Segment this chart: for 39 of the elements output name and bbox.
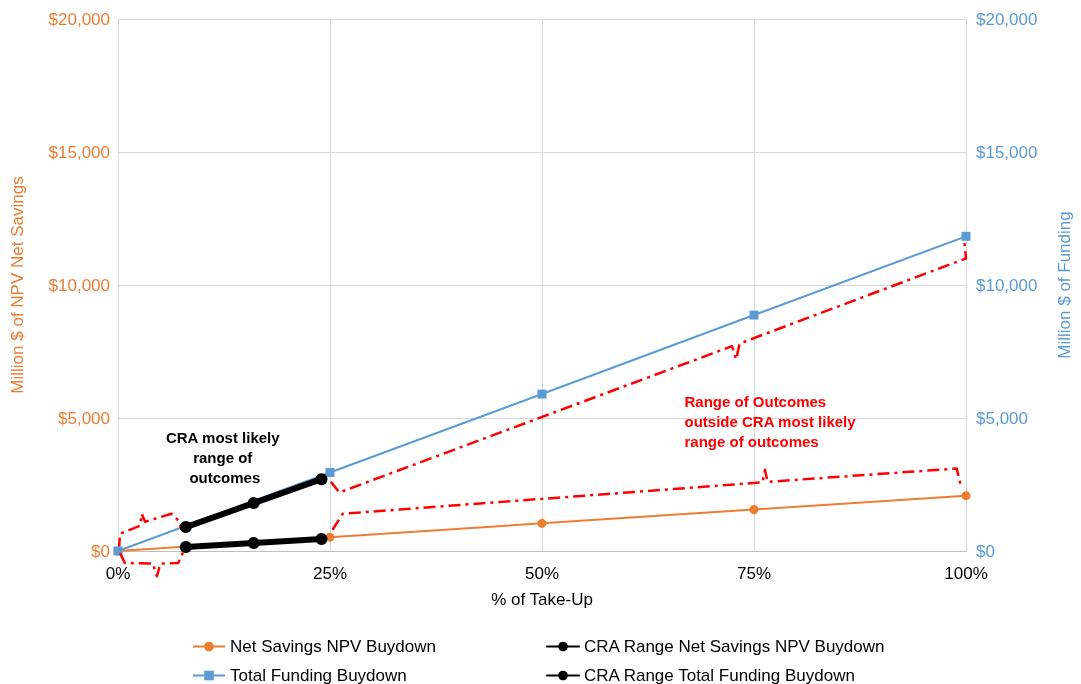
y2-tick-label: $10,000 [976, 275, 1038, 295]
y-tick-label: $5,000 [58, 408, 110, 428]
y2-tick-label: $15,000 [976, 142, 1038, 162]
y2-tick-label: $5,000 [976, 408, 1028, 428]
y-tick-label: $15,000 [48, 142, 110, 162]
y-tick-label: $0 [91, 541, 110, 561]
point [247, 537, 260, 550]
point [749, 505, 759, 514]
line-series [331, 467, 963, 531]
annotation: Range of Outcomes outside CRA most likely range of outcomes [684, 393, 860, 451]
x-tick-label: 100% [944, 564, 988, 583]
x-tick-label: 75% [736, 564, 772, 583]
point [537, 518, 547, 528]
x-tick-label: 50% [524, 564, 560, 583]
point [749, 310, 759, 320]
legend-label: CRA Range Total Funding Buydown [584, 666, 855, 684]
point [315, 533, 328, 546]
point [537, 389, 547, 399]
point [325, 532, 335, 542]
point [325, 468, 335, 478]
annotation: CRA most likely range of outcomes [165, 428, 284, 486]
y-tick-label: $20,000 [48, 9, 110, 29]
x-tick-label: 0% [105, 564, 131, 583]
y2-tick-label: $0 [976, 541, 995, 561]
point [179, 541, 192, 554]
x-axis-title: % of Take-Up [491, 590, 593, 609]
point [961, 231, 971, 241]
point [247, 497, 260, 510]
y-tick-label: $10,000 [48, 275, 110, 295]
y2-tick-label: $20,000 [976, 9, 1038, 29]
y-axis-title: Million $ of NPV Net Savings [8, 176, 27, 394]
legend-label: CRA Range Net Savings NPV Buydown [584, 637, 885, 656]
point [961, 491, 971, 501]
point [179, 521, 192, 534]
y2-axis-title: Million $ of Funding [1055, 211, 1074, 359]
legend-label: Net Savings NPV Buydown [230, 637, 436, 656]
x-tick-label: 25% [312, 564, 348, 583]
legend-label: Total Funding Buydown [230, 666, 407, 684]
point [315, 473, 328, 486]
